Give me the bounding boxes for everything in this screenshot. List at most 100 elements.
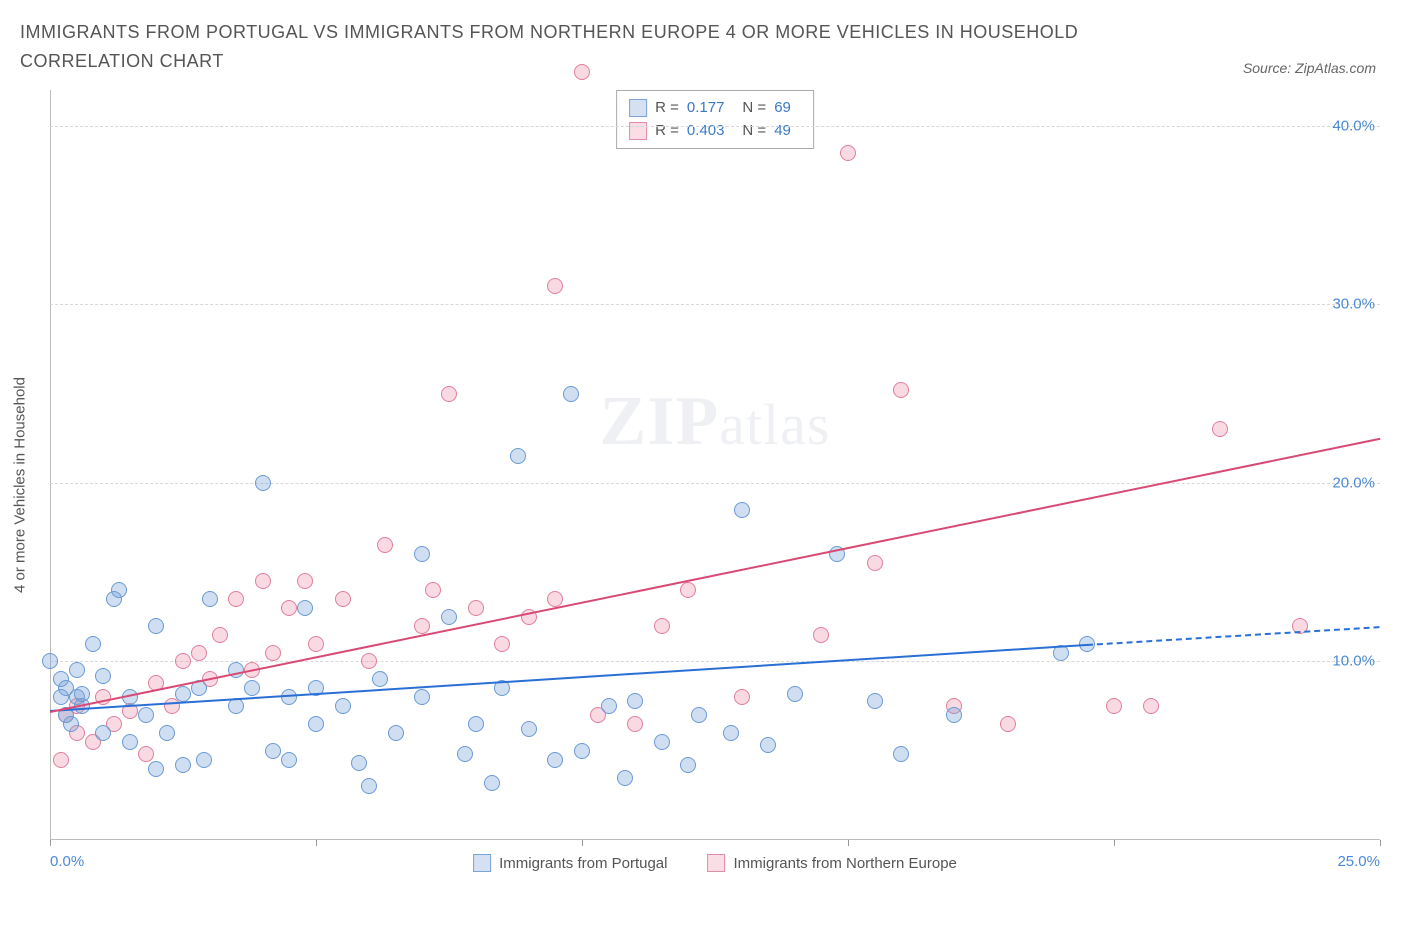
x-tick-label-right: 25.0%	[1337, 853, 1380, 870]
swatch-b	[629, 122, 647, 140]
chart-title: IMMIGRANTS FROM PORTUGAL VS IMMIGRANTS F…	[20, 18, 1120, 76]
dot-series-a	[691, 707, 707, 723]
dot-series-a	[468, 716, 484, 732]
dot-series-b	[813, 627, 829, 643]
dot-series-a	[69, 662, 85, 678]
dot-series-b	[138, 746, 154, 762]
dot-series-b	[281, 600, 297, 616]
dot-series-b	[441, 386, 457, 402]
dot-series-a	[228, 662, 244, 678]
plot-region: ZIPatlas R = 0.177 N = 69 R = 0.403 N = …	[50, 90, 1380, 880]
legend-label-b: Immigrants from Northern Europe	[733, 855, 956, 872]
dot-series-b	[840, 145, 856, 161]
x-tick	[1380, 840, 1381, 846]
dot-series-b	[734, 689, 750, 705]
source-label: Source: ZipAtlas.com	[1243, 60, 1386, 76]
dot-series-a	[680, 757, 696, 773]
dot-series-b	[228, 591, 244, 607]
x-tick	[1114, 840, 1115, 846]
dot-series-a	[372, 671, 388, 687]
dot-series-a	[281, 752, 297, 768]
dot-series-b	[468, 600, 484, 616]
dot-series-a	[484, 775, 500, 791]
dot-series-b	[494, 636, 510, 652]
dot-series-a	[893, 746, 909, 762]
stat-r-label-b: R =	[655, 120, 679, 143]
dot-series-a	[414, 546, 430, 562]
dot-series-b	[547, 591, 563, 607]
dot-series-a	[351, 755, 367, 771]
grid-line	[50, 304, 1380, 305]
dot-series-a	[787, 686, 803, 702]
dot-series-b	[297, 573, 313, 589]
dot-series-b	[175, 653, 191, 669]
dot-series-a	[441, 609, 457, 625]
dot-series-a	[510, 448, 526, 464]
dot-series-a	[414, 689, 430, 705]
dot-series-a	[148, 618, 164, 634]
dot-series-a	[297, 600, 313, 616]
y-tick-label: 10.0%	[1332, 653, 1385, 670]
dot-series-b	[680, 582, 696, 598]
dot-series-a	[388, 725, 404, 741]
stat-r-value-a: 0.177	[687, 97, 725, 120]
dot-series-a	[946, 707, 962, 723]
y-tick-label: 30.0%	[1332, 296, 1385, 313]
x-tick	[582, 840, 583, 846]
dot-series-a	[42, 653, 58, 669]
dot-series-b	[547, 278, 563, 294]
dot-series-b	[377, 537, 393, 553]
dot-series-b	[361, 653, 377, 669]
stat-n-value-a: 69	[774, 97, 791, 120]
dot-series-a	[601, 698, 617, 714]
stat-n-value-b: 49	[774, 120, 791, 143]
legend-swatch-a	[473, 854, 491, 872]
x-axis	[50, 839, 1380, 840]
dot-series-b	[1212, 421, 1228, 437]
dot-series-a	[265, 743, 281, 759]
y-tick-label: 40.0%	[1332, 117, 1385, 134]
dot-series-b	[1000, 716, 1016, 732]
grid-line	[50, 126, 1380, 127]
dot-series-a	[335, 698, 351, 714]
dot-series-b	[574, 64, 590, 80]
stat-n-label-a: N =	[742, 97, 766, 120]
dot-series-a	[867, 693, 883, 709]
dot-series-b	[335, 591, 351, 607]
x-tick-label-left: 0.0%	[50, 853, 84, 870]
dot-series-a	[74, 686, 90, 702]
dot-series-a	[457, 746, 473, 762]
dot-series-a	[308, 716, 324, 732]
stats-row-a: R = 0.177 N = 69	[629, 97, 801, 120]
watermark-part1: ZIP	[600, 383, 720, 460]
stat-r-label-a: R =	[655, 97, 679, 120]
dot-series-b	[627, 716, 643, 732]
legend-swatch-b	[707, 854, 725, 872]
dot-series-a	[617, 770, 633, 786]
stats-row-b: R = 0.403 N = 49	[629, 120, 801, 143]
legend-item-a: Immigrants from Portugal	[473, 854, 667, 872]
watermark-part2: atlas	[719, 392, 830, 457]
dot-series-a	[122, 734, 138, 750]
grid-line	[50, 483, 1380, 484]
dot-series-a	[85, 636, 101, 652]
dot-series-a	[63, 716, 79, 732]
x-tick	[50, 840, 51, 846]
dot-series-b	[425, 582, 441, 598]
dot-series-a	[521, 721, 537, 737]
dot-series-a	[95, 668, 111, 684]
trend-line-a-dashed	[1087, 626, 1380, 646]
dot-series-a	[202, 591, 218, 607]
dot-series-b	[1143, 698, 1159, 714]
dot-series-a	[175, 757, 191, 773]
dot-series-a	[281, 689, 297, 705]
dot-series-a	[627, 693, 643, 709]
dot-series-a	[244, 680, 260, 696]
y-axis	[50, 90, 51, 840]
x-tick	[848, 840, 849, 846]
dot-series-b	[414, 618, 430, 634]
legend-label-a: Immigrants from Portugal	[499, 855, 667, 872]
dot-series-a	[563, 386, 579, 402]
dot-series-a	[574, 743, 590, 759]
dot-series-b	[1106, 698, 1122, 714]
